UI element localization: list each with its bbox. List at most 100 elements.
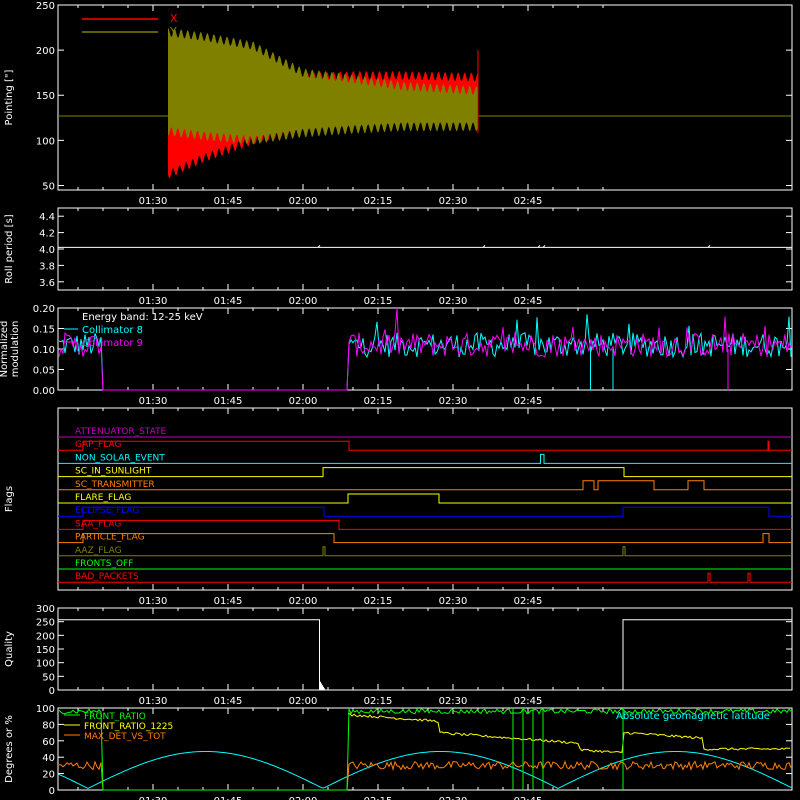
- x-tick-label: 01:30: [139, 196, 168, 207]
- series-y-band: [168, 27, 478, 145]
- roll-period-blip: [317, 245, 321, 248]
- flag-trace: [58, 546, 792, 557]
- legend-label: Absolute geomagnetic latitude: [616, 711, 770, 722]
- x-tick-label: 02:00: [289, 396, 318, 407]
- x-tick-label: 02:45: [514, 396, 543, 407]
- y-tick-label: 150: [36, 91, 55, 102]
- flag-label: PARTICLE_FLAG: [75, 533, 145, 543]
- y-tick-label: 3.8: [39, 261, 55, 272]
- x-tick-label: 02:30: [439, 696, 468, 707]
- x-tick-label: 02:00: [289, 596, 318, 607]
- modulation-series-2: [58, 307, 792, 391]
- flag-label: SC_IN_SUNLIGHT: [75, 467, 152, 477]
- flag-trace: [58, 533, 792, 544]
- flag-label: GAP_FLAG: [75, 440, 121, 450]
- x-tick-label: 02:45: [514, 196, 543, 207]
- x-tick-label: 01:45: [214, 596, 243, 607]
- x-tick-label: 02:45: [514, 696, 543, 707]
- legend-label: Collimator 8: [82, 325, 143, 336]
- y-axis-label: modulation: [10, 321, 21, 378]
- x-tick-label: 02:15: [364, 396, 393, 407]
- y-tick-label: 100: [36, 704, 55, 715]
- panel-6: 0 20 40 60 80 100 01:30 01:45 02:00 02:15 02:30 02:…: [4, 704, 793, 800]
- y-axis-label: Normalized: [0, 321, 10, 378]
- x-tick-label: 02:15: [364, 796, 393, 800]
- flag-label: FLARE_FLAG: [75, 493, 131, 503]
- x-tick-label: 02:30: [439, 796, 468, 800]
- flag-label: SAA_FLAG: [75, 519, 121, 529]
- flag-trace: [58, 440, 792, 451]
- flag-label: ATTENUATOR_STATE: [75, 427, 167, 437]
- x-tick-label: 02:00: [289, 796, 318, 800]
- y-axis-label: Degrees or %: [4, 715, 15, 783]
- panel-frame: [57, 707, 793, 791]
- front-ratio-1225-trace: [347, 713, 790, 754]
- roll-period-blip: [537, 245, 541, 248]
- x-tick-label: 01:45: [214, 196, 243, 207]
- energy-band-annotation: Energy band: 12-25 keV: [82, 312, 203, 323]
- roll-period-blip: [707, 245, 711, 248]
- roll-period-blip: [482, 245, 486, 248]
- panel-frame: [57, 407, 793, 591]
- y-tick-label: 4.0: [39, 245, 55, 256]
- x-tick-label: 01:45: [214, 696, 243, 707]
- y-tick-label: 4.2: [39, 229, 55, 240]
- flag-trace: [58, 493, 792, 504]
- flag-label: ECLIPSE_FLAG: [75, 506, 139, 516]
- x-tick-label: 02:15: [364, 596, 393, 607]
- x-tick-label: 02:00: [289, 296, 318, 307]
- panel-1: 50 100 150 200 250 01:30 01:45 02:00 02:15 02:30 0…: [4, 1, 793, 207]
- y-tick-label: 0.15: [33, 325, 55, 336]
- x-tick-label: 02:15: [364, 696, 393, 707]
- panel-3: 0.00 0.05 0.10 0.15 0.20 01:30 01:45 02:00 02:15…: [0, 304, 793, 407]
- y-tick-label: 60: [42, 737, 55, 748]
- x-tick-label: 01:45: [214, 296, 243, 307]
- y-tick-label: 40: [42, 753, 55, 764]
- quality-trace: [58, 619, 792, 691]
- flag-trace: [58, 453, 792, 464]
- x-tick-label: 02:45: [514, 796, 543, 800]
- y-tick-label: 250: [36, 618, 55, 629]
- x-tick-label: 01:30: [139, 396, 168, 407]
- flag-label: AAZ_FLAG: [75, 546, 122, 556]
- flag-label: SC_TRANSMITTER: [75, 480, 155, 490]
- y-tick-label: 0: [49, 786, 55, 797]
- roll-period-blip: [542, 245, 546, 248]
- x-tick-label: 01:45: [214, 396, 243, 407]
- flag-label: FRONTS_OFF: [75, 559, 133, 569]
- legend-label: MAX_DET_VS_TOT: [84, 732, 166, 742]
- flag-trace: [58, 467, 792, 478]
- x-tick-label: 02:30: [439, 196, 468, 207]
- flag-trace: [58, 480, 792, 491]
- y-tick-label: 300: [36, 604, 55, 615]
- y-axis-label: Quality: [4, 631, 15, 667]
- x-tick-label: 02:45: [514, 296, 543, 307]
- y-tick-label: 200: [36, 46, 55, 57]
- x-tick-label: 02:00: [289, 696, 318, 707]
- y-tick-label: 100: [36, 659, 55, 670]
- x-tick-label: 01:45: [214, 796, 243, 800]
- geomagnetic-latitude-trace: [57, 751, 793, 789]
- y-tick-label: 0.05: [33, 366, 55, 377]
- y-tick-label: 80: [42, 720, 55, 731]
- panel-2: 3.6 3.8 4.0 4.2 4.4 01:30 01:45 02:00 02:15 02:30…: [4, 207, 793, 307]
- panel-frame: [57, 4, 793, 191]
- flag-trace: [58, 572, 792, 583]
- y-tick-label: 50: [42, 672, 55, 683]
- y-tick-label: 50: [42, 181, 55, 192]
- flag-label: BAD_PACKETS: [75, 572, 139, 582]
- y-axis-label: Roll period [s]: [4, 214, 15, 283]
- x-tick-label: 01:30: [139, 796, 168, 800]
- legend-label: Collimator 9: [82, 338, 143, 349]
- x-tick-label: 01:30: [139, 296, 168, 307]
- x-tick-label: 02:30: [439, 396, 468, 407]
- flag-label: NON_SOLAR_EVENT: [75, 453, 165, 463]
- y-tick-label: 250: [36, 1, 55, 12]
- x-tick-label: 02:45: [514, 596, 543, 607]
- x-tick-label: 02:30: [439, 596, 468, 607]
- legend-label: FRONT_RATIO: [84, 712, 146, 722]
- y-tick-label: 0.20: [33, 304, 55, 315]
- y-axis-label: Pointing ["]: [4, 69, 15, 125]
- flag-trace: [58, 519, 792, 530]
